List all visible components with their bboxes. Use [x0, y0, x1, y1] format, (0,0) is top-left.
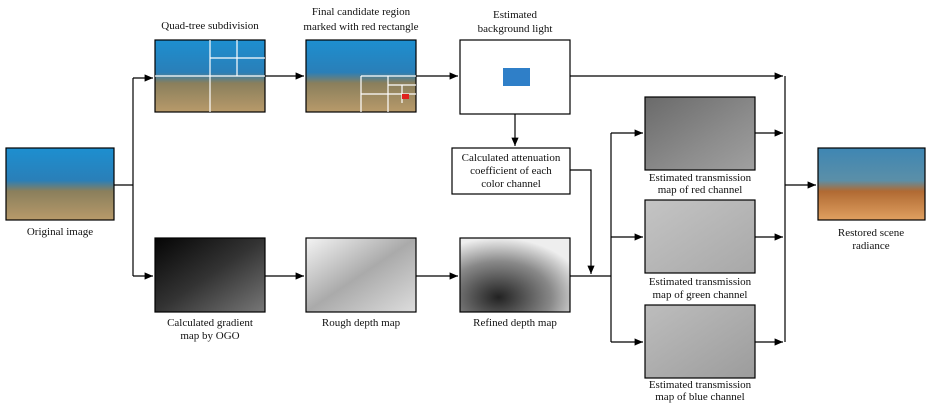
- node-label: Restored scene: [838, 227, 904, 239]
- node-label: marked with red rectangle: [303, 21, 418, 33]
- restored-image: [818, 148, 925, 220]
- node-label: map of red channel: [658, 184, 743, 196]
- node-label: color channel: [481, 178, 541, 190]
- node-label: Calculated attenuation: [462, 152, 561, 164]
- node-label: Estimated transmission: [649, 276, 752, 288]
- node-label: map by OGO: [180, 330, 239, 342]
- refined-depth-map: [460, 238, 570, 312]
- node-label: Calculated gradient: [167, 317, 253, 329]
- gradient-map: [155, 238, 265, 312]
- node-label: background light: [478, 23, 553, 35]
- node-label: Refined depth map: [473, 317, 557, 329]
- node-label: Quad-tree subdivision: [161, 20, 259, 32]
- transmission-blue: [645, 305, 755, 378]
- red-rectangle: [402, 94, 409, 99]
- node-label: Final candidate region: [312, 6, 411, 18]
- node-label: radiance: [852, 240, 889, 252]
- node-label: Original image: [27, 226, 93, 238]
- node-label: map of green channel: [653, 289, 748, 301]
- transmission-red: [645, 97, 755, 170]
- background-light-color: [503, 68, 530, 86]
- node-label: Estimated: [493, 9, 537, 21]
- diagram: Original image Quad-tree subdivision Fin…: [0, 0, 928, 403]
- original-image: [6, 148, 114, 220]
- transmission-green: [645, 200, 755, 273]
- node-label: Estimated transmission: [649, 379, 752, 391]
- rough-depth-map: [306, 238, 416, 312]
- node-label: coefficient of each: [470, 165, 552, 177]
- node-label: Rough depth map: [322, 317, 401, 329]
- node-label: Estimated transmission: [649, 172, 752, 184]
- node-label: map of blue channel: [655, 391, 745, 403]
